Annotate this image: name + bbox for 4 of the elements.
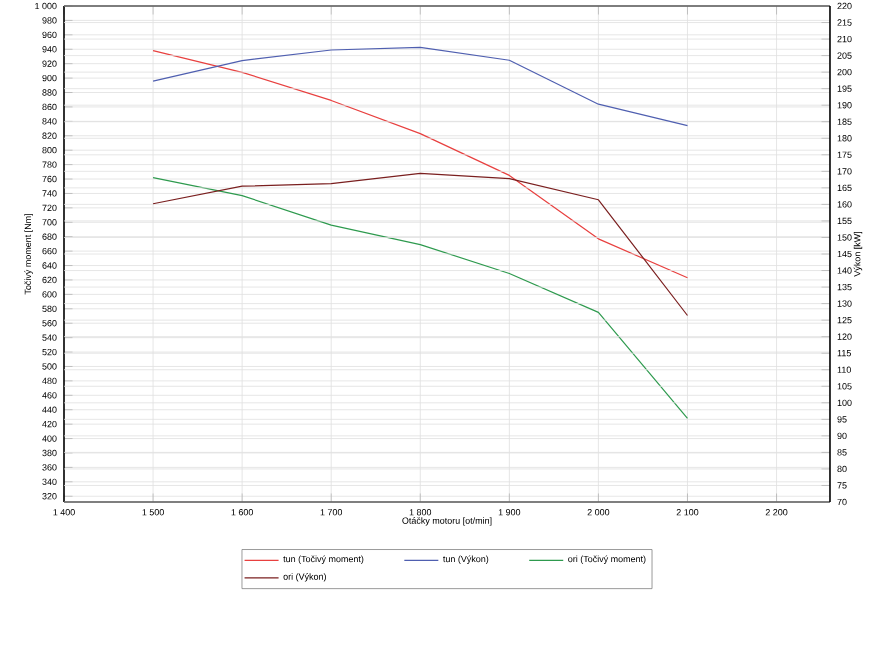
line-series — [152, 172, 689, 317]
line-series — [152, 46, 689, 127]
line-series — [152, 50, 689, 279]
line-series — [152, 176, 689, 419]
